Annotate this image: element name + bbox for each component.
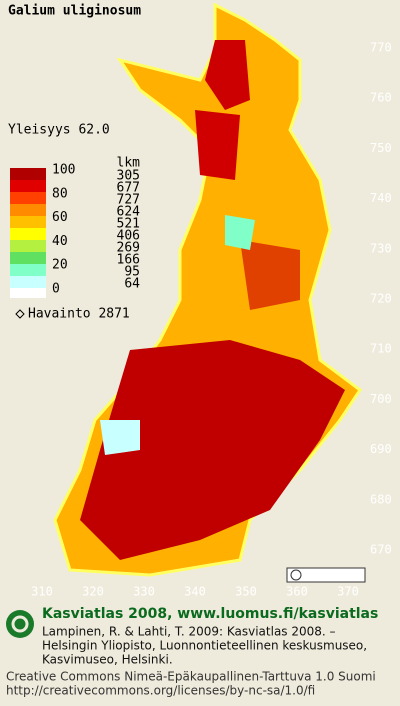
legend-count: 166 <box>117 253 140 268</box>
region-high <box>195 110 240 180</box>
y-tick-label: 730 <box>370 241 392 255</box>
legend-count: 95 <box>124 265 140 280</box>
legend-count: 677 <box>117 181 140 196</box>
legend-swatch <box>10 240 46 252</box>
title: Galium uliginosum <box>8 4 141 19</box>
legend-count: 64 <box>124 277 140 292</box>
frequency: Yleisyys 62.0 <box>8 123 110 138</box>
y-tick-label: 760 <box>370 91 392 105</box>
observation-symbol <box>15 309 25 319</box>
x-tick-label: 350 <box>235 585 257 599</box>
legend-count: 521 <box>117 217 140 232</box>
y-tick-label: 740 <box>370 191 392 205</box>
x-tick-label: 360 <box>286 585 308 599</box>
y-tick-label: 680 <box>370 492 392 506</box>
region-high <box>205 40 250 110</box>
legend-scale-label: 100 <box>52 163 75 178</box>
logo <box>6 610 34 638</box>
legend-swatch <box>10 252 46 264</box>
legend-scale-label: 40 <box>52 234 68 249</box>
license-line: Creative Commons Nimeä-Epäkaupallinen-Ta… <box>6 670 376 684</box>
x-tick-label: 320 <box>82 585 104 599</box>
legend-swatch <box>10 276 46 288</box>
legend-swatch <box>10 216 46 228</box>
y-tick-label: 670 <box>370 543 392 557</box>
region-mid <box>240 240 300 310</box>
y-tick-label: 690 <box>370 442 392 456</box>
overlay: Galium uliginosum Yleisyys 62.0 100 80 60 40 2… <box>6 4 392 698</box>
legend-swatch <box>10 168 46 180</box>
legend-count-header: lkm <box>117 156 141 171</box>
legend-count: 624 <box>117 205 141 220</box>
legend-swatch <box>10 264 46 276</box>
badge-frame <box>286 567 366 583</box>
legend-count: 305 <box>117 169 140 184</box>
y-tick-label: 720 <box>370 292 392 306</box>
citation-line: Helsingin Yliopisto, Luonnontieteellinen… <box>42 639 367 653</box>
legend-scale-label: 0 <box>52 282 60 297</box>
legend-swatch <box>10 204 46 216</box>
region-low <box>225 215 255 250</box>
cc-icon <box>290 569 302 581</box>
logo-circle <box>6 610 34 638</box>
legend-count: 406 <box>117 229 140 244</box>
observations: Havainto 2871 <box>28 307 130 322</box>
x-tick-label: 310 <box>31 585 53 599</box>
x-tick-label: 330 <box>133 585 155 599</box>
legend-swatch <box>10 180 46 192</box>
y-tick-label: 750 <box>370 141 392 155</box>
region-high <box>80 340 345 560</box>
map <box>53 2 363 577</box>
legend-swatch <box>10 228 46 240</box>
region-low <box>100 420 140 455</box>
citation-line: Lampinen, R. & Lahti, T. 2009: Kasviatla… <box>42 625 336 639</box>
legend-swatch <box>10 192 46 204</box>
x-tick-label: 340 <box>184 585 206 599</box>
y-tick-label: 710 <box>370 342 392 356</box>
citation-line: Kasvimuseo, Helsinki. <box>42 653 173 667</box>
legend-count: 269 <box>117 241 140 256</box>
license-line: http://creativecommons.org/licenses/by-n… <box>6 684 315 698</box>
legend-scale-label: 60 <box>52 210 68 225</box>
footer-heading: Kasviatlas 2008, www.luomus.fi/kasviatla… <box>42 606 378 622</box>
legend-scale-label: 80 <box>52 186 68 201</box>
x-tick-label: 370 <box>337 585 359 599</box>
license-badge <box>286 567 366 583</box>
y-tick-label: 700 <box>370 392 392 406</box>
legend-scale-label: 20 <box>52 258 68 273</box>
legend-count: 727 <box>117 193 140 208</box>
legend-swatch <box>10 288 46 298</box>
logo-spiral <box>11 615 29 633</box>
y-tick-label: 770 <box>370 41 392 55</box>
